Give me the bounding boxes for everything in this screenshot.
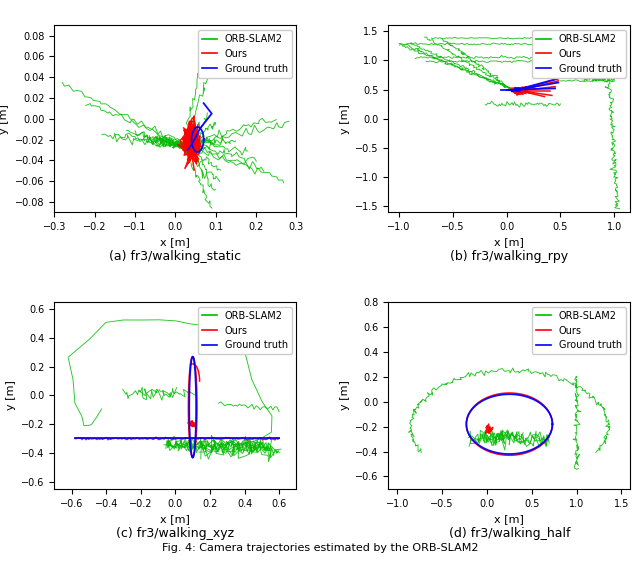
Text: Fig. 4: Camera trajectories estimated by the ORB-SLAM2: Fig. 4: Camera trajectories estimated by… xyxy=(162,543,478,553)
Legend: ORB-SLAM2, Ours, Ground truth: ORB-SLAM2, Ours, Ground truth xyxy=(198,30,292,78)
Y-axis label: y [m]: y [m] xyxy=(6,380,15,410)
Legend: ORB-SLAM2, Ours, Ground truth: ORB-SLAM2, Ours, Ground truth xyxy=(532,30,625,78)
Title: (c) fr3/walking_xyz: (c) fr3/walking_xyz xyxy=(116,527,234,540)
Title: (d) fr3/walking_half: (d) fr3/walking_half xyxy=(449,527,570,540)
X-axis label: x [m]: x [m] xyxy=(495,238,524,247)
Title: (a) fr3/walking_static: (a) fr3/walking_static xyxy=(109,250,241,263)
Legend: ORB-SLAM2, Ours, Ground truth: ORB-SLAM2, Ours, Ground truth xyxy=(532,307,625,355)
X-axis label: x [m]: x [m] xyxy=(161,238,190,247)
Legend: ORB-SLAM2, Ours, Ground truth: ORB-SLAM2, Ours, Ground truth xyxy=(198,307,292,355)
X-axis label: x [m]: x [m] xyxy=(495,514,524,524)
X-axis label: x [m]: x [m] xyxy=(161,514,190,524)
Y-axis label: y [m]: y [m] xyxy=(0,104,10,134)
Y-axis label: y [m]: y [m] xyxy=(340,104,349,134)
Y-axis label: y [m]: y [m] xyxy=(340,380,349,410)
Title: (b) fr3/walking_rpy: (b) fr3/walking_rpy xyxy=(451,250,568,263)
